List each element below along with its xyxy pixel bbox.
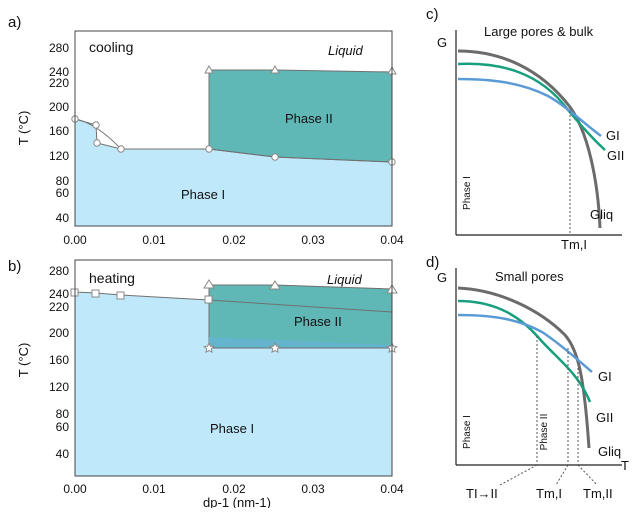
panel-d-g-axis: G	[437, 270, 447, 285]
panel-c-gii-label: GII	[607, 148, 624, 163]
y-tick: 220	[49, 300, 69, 314]
panel-d: d) Small pores G T Phase I Phase II TI→I…	[426, 254, 629, 501]
data-marker	[203, 341, 215, 354]
panel-d-gi-curve	[457, 313, 593, 373]
panel-a-mode: cooling	[89, 39, 133, 55]
y-tick: 160	[49, 124, 69, 138]
panel-d-gi-label: GI	[598, 369, 612, 384]
panel-c-g-axis: G	[437, 35, 447, 50]
panel-c: c) Large pores & bulk G Phase I Tm,I GI …	[426, 6, 624, 252]
x-tick: 0.03	[301, 482, 325, 496]
panel-c-gliq-curve	[457, 49, 602, 229]
panel-b-liquid-label: Liquid	[327, 272, 362, 287]
panel-b-label: b)	[8, 258, 21, 275]
data-marker	[204, 64, 214, 74]
panel-d-phase-text-1: Phase I	[462, 415, 473, 449]
panel-d-leader-2	[555, 464, 569, 486]
panel-b-axes-frame	[74, 259, 393, 477]
panel-d-gii-curve	[457, 299, 592, 403]
panel-d-phase-text-2: Phase II	[539, 414, 550, 451]
x-tick: 0.02	[222, 233, 246, 247]
data-marker	[270, 64, 280, 74]
panel-b-y-ticks: 40 60 80 120 160 200 220 240 280	[49, 264, 69, 461]
panel-c-gii-curve	[457, 62, 606, 151]
data-marker	[204, 295, 213, 304]
y-tick: 120	[49, 380, 69, 394]
panel-c-gi-curve	[457, 77, 602, 138]
panel-a-liquid-label: Liquid	[328, 43, 363, 58]
y-tick: 60	[56, 186, 70, 200]
panel-d-tm2-label: Tm,II	[583, 486, 613, 501]
panel-c-label: c)	[426, 6, 439, 23]
data-marker	[117, 145, 125, 153]
data-marker	[91, 289, 100, 298]
data-marker	[205, 145, 213, 153]
x-tick: 0.04	[380, 233, 404, 247]
panel-d-gliq-curve	[457, 286, 591, 449]
y-tick: 240	[49, 65, 69, 79]
data-marker	[92, 121, 100, 129]
panel-d-title: Small pores	[495, 269, 564, 284]
panel-d-leader-1	[499, 464, 538, 486]
panel-b-mode: heating	[89, 270, 135, 286]
panel-a-markers	[71, 64, 397, 166]
panel-a-ylabel: T (°C)	[16, 111, 31, 146]
data-marker	[116, 291, 125, 300]
data-marker	[269, 280, 281, 290]
x-tick: 0.02	[222, 482, 246, 496]
panel-a: a) cooling Liquid Phase II Phase I 40 60…	[8, 14, 404, 247]
y-tick: 160	[49, 353, 69, 367]
data-marker	[269, 341, 281, 354]
panel-a-phase1-region	[75, 119, 392, 226]
y-tick: 60	[56, 420, 70, 434]
x-tick: 0.00	[63, 482, 87, 496]
data-marker	[203, 279, 215, 289]
panel-b-xlabel: dp-1 (nm-1)	[203, 495, 271, 508]
panel-c-phase-text: Phase I	[462, 176, 473, 210]
y-tick: 220	[49, 76, 69, 90]
panel-d-gliq-label: Gliq	[598, 444, 621, 459]
panel-a-axes-frame	[74, 30, 393, 227]
y-tick: 40	[56, 211, 70, 225]
panel-d-label: d)	[426, 254, 439, 271]
data-marker	[93, 139, 101, 147]
panel-b-phase2-label: Phase II	[294, 314, 342, 329]
panel-c-gi-label: GI	[606, 128, 620, 143]
panel-b: b) heating Liquid Phase II Phase I 40 60…	[8, 258, 404, 510]
panel-d-gii-label: GII	[596, 410, 613, 425]
panel-b-overlap-region	[209, 337, 392, 348]
y-tick: 40	[56, 447, 70, 461]
panel-c-gliq-label: Gliq	[590, 207, 613, 222]
data-marker	[271, 153, 279, 161]
y-tick: 200	[49, 326, 69, 340]
panel-d-t-transition-label: TI→II	[466, 486, 498, 501]
panel-b-x-ticks: 0.00 0.01 0.02 0.03 0.04	[63, 482, 404, 496]
y-tick: 280	[49, 41, 69, 55]
panel-d-leader-3	[577, 464, 598, 486]
panel-a-y-ticks: 40 60 80 120 160 200 220 240 280	[49, 41, 69, 225]
x-tick: 0.01	[142, 482, 166, 496]
panel-d-tm1-label: Tm,I	[536, 486, 562, 501]
x-tick: 0.00	[63, 233, 87, 247]
panel-c-title: Large pores & bulk	[484, 24, 594, 39]
y-tick: 240	[49, 287, 69, 301]
x-tick: 0.03	[301, 233, 325, 247]
x-tick: 0.04	[380, 482, 404, 496]
panel-d-t-axis: T	[621, 458, 629, 473]
panel-c-tm-label: Tm,I	[561, 237, 587, 252]
panel-a-x-ticks: 0.00 0.01 0.02 0.03 0.04	[63, 233, 404, 247]
panel-a-label: a)	[8, 14, 21, 31]
panel-a-phase1-label: Phase I	[181, 187, 225, 202]
panel-b-phase1-label: Phase I	[210, 421, 254, 436]
x-tick: 0.01	[142, 233, 166, 247]
y-tick: 80	[56, 407, 70, 421]
panel-b-ylabel: T (°C)	[16, 343, 31, 378]
y-tick: 280	[49, 264, 69, 278]
y-tick: 200	[49, 100, 69, 114]
panel-a-phase2-label: Phase II	[285, 111, 333, 126]
y-tick: 120	[49, 149, 69, 163]
y-tick: 80	[56, 174, 70, 188]
